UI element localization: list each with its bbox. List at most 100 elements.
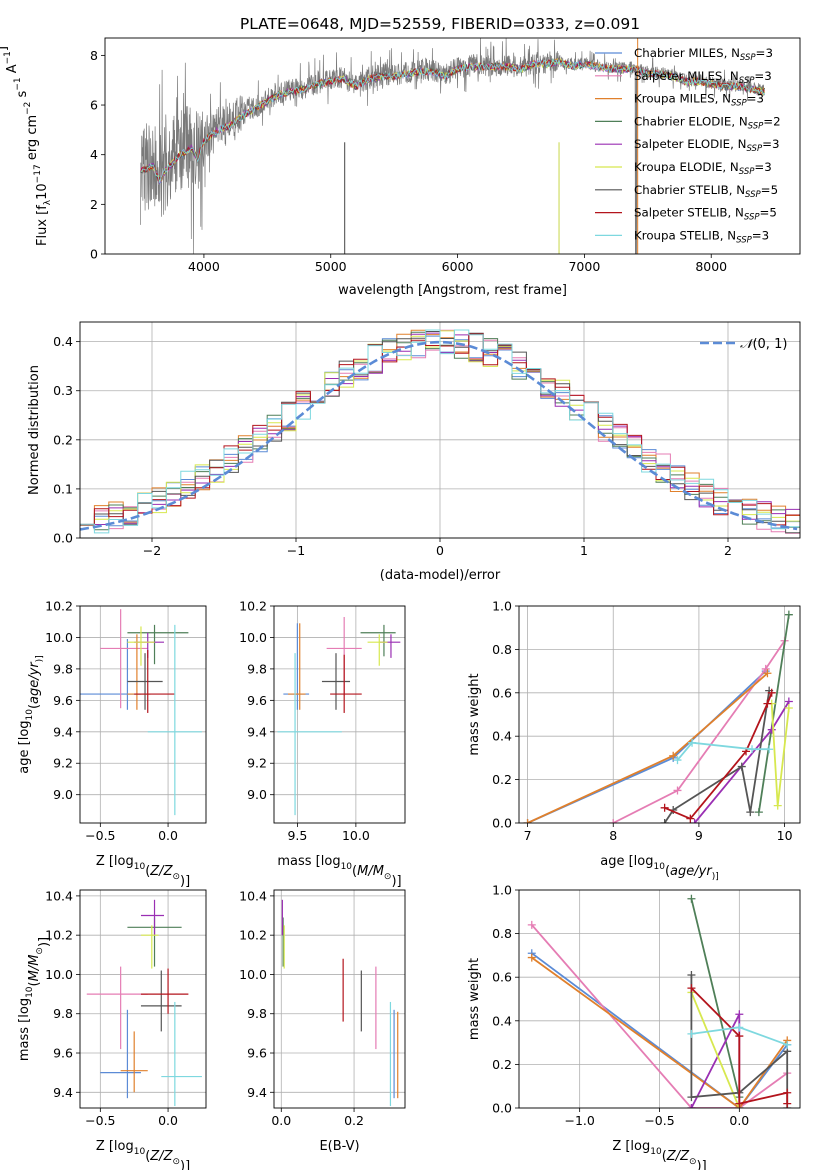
legend-n-sub: SSP (745, 190, 761, 200)
legend-n-prefix: , N (724, 46, 740, 60)
legend-n-eq: = (763, 114, 773, 128)
mass-weight-marker (784, 610, 793, 619)
legend-args: (0, 1) (752, 337, 787, 352)
y-tick-label: 1.0 (492, 599, 512, 614)
legend-n-prefix: , N (728, 206, 744, 220)
legend-n-eq: = (756, 46, 766, 60)
x-tick-label: −0.5 (644, 1113, 674, 1128)
y-tick-label: 0.0 (53, 531, 73, 546)
y-tick-label: 10.2 (239, 928, 267, 943)
mass-weight-marker (783, 1088, 792, 1097)
legend-n-sub: SSP (746, 144, 762, 154)
y-tick-label: 9.0 (53, 787, 73, 802)
mass-weight-marker (735, 1010, 744, 1019)
mass-weight-line (758, 614, 790, 813)
legend-model: Chabrier MILES (634, 46, 724, 60)
x-tick-label: 1 (580, 543, 588, 558)
mass-weight-marker (765, 745, 774, 754)
mass-weight-marker (735, 1099, 744, 1108)
mass-weight-marker (527, 920, 536, 929)
x-axis-label-part: Z [log (612, 1139, 650, 1154)
y-axis-label-part: mass [log (17, 998, 32, 1061)
legend-n-prefix: , N (720, 228, 736, 242)
mass-weight-marker (748, 745, 757, 754)
x-tick-label: 0.0 (729, 1113, 749, 1128)
x-tick-label: −1.0 (564, 1113, 594, 1128)
y-tick-label: 10.0 (239, 630, 267, 645)
panel-mass-Z: −0.5 0.09.49.69.810.010.210.4Z [log10(Z/Z… (17, 888, 207, 1170)
y-tick-label: 9.4 (53, 1085, 73, 1100)
x-axis-label: Z [log10(Z/Z⊙)] (612, 1139, 706, 1170)
y-tick-label: 10.2 (45, 599, 73, 614)
y-axis-label-part: ] (0, 46, 10, 51)
mass-weight-marker (673, 756, 682, 765)
x-axis-label-part: )] (391, 874, 401, 889)
mass-weight-marker (735, 1023, 744, 1032)
x-axis-label-part: ( (662, 1149, 667, 1164)
legend-n-value: 3 (765, 46, 773, 60)
weight-plot-area (523, 610, 793, 823)
mass-weight-marker (783, 1040, 792, 1049)
mass-weight-line (527, 672, 768, 823)
panel-spectrum: 4000 5000 6000 7000 8000 0 2 4 6 8 Chabrier MILES,… (0, 37, 801, 298)
y-tick-label: 9.8 (247, 1006, 267, 1021)
legend-n-value: 3 (772, 137, 780, 151)
mass-weight-marker (688, 738, 697, 747)
legend-label: Chabrier ELODIE, NSSP=2 (634, 114, 781, 131)
mass-weight-marker (687, 1093, 696, 1102)
x-axis-label-part: )] (712, 872, 719, 882)
legend-n-eq: = (752, 228, 762, 242)
x-tick-label: 0.0 (158, 828, 178, 843)
legend-model: Kroupa ELODIE (634, 160, 722, 174)
x-axis-label-part: )] (180, 874, 190, 889)
x-axis-label-part: )] (180, 1159, 190, 1170)
y-tick-label: 0.0 (492, 816, 512, 831)
axes-frame (79, 889, 207, 1109)
legend-model: Kroupa MILES (634, 92, 715, 106)
y-axis-label-part: age [log (17, 720, 32, 773)
y-axis-label-part: ( (27, 704, 42, 709)
axes-frame (518, 605, 801, 824)
y-tick-label: 0.8 (492, 926, 512, 941)
legend-n-eq: = (754, 160, 764, 174)
y-axis-label: mass weight (467, 673, 482, 755)
panel-residuals: −2 −1 0 1 2 0.0 0.1 0.2 0.3 0.4 𝒩(0, 1) (data-model… (27, 321, 801, 583)
x-tick-label: 6000 (442, 259, 474, 274)
mass-weight-marker (609, 819, 618, 823)
legend-label: Kroupa ELODIE, NSSP=3 (634, 160, 772, 177)
legend-n-value: 5 (771, 183, 779, 197)
axes-frame (79, 321, 801, 539)
y-axis-label: mass [log10(M/M⊙)] (17, 937, 52, 1061)
mass-weight-marker (673, 786, 682, 795)
mass-weight-marker (737, 762, 746, 771)
x-axis-label: age [log10(age/yr)] (600, 854, 718, 882)
x-axis-label-part: mass [log (277, 854, 340, 869)
legend-n-sub: SSP (731, 99, 747, 109)
legend-n-value: 3 (762, 228, 770, 242)
mass-weight-marker (527, 953, 536, 962)
x-tick-label: 9.5 (287, 828, 307, 843)
y-axis-label-part: Flux [f (35, 205, 50, 246)
x-axis-label-part: age/yr (670, 864, 713, 879)
legend-label: Chabrier MILES, NSSP=3 (634, 46, 773, 63)
residual-histogram-step (80, 329, 800, 534)
weight-plot-area (527, 894, 792, 1108)
legend-n-value: 3 (757, 92, 765, 106)
y-axis-label: age [log10(age/yr)] (17, 655, 45, 773)
x-tick-label: 0 (436, 543, 444, 558)
x-axis-label-part: age [log (600, 854, 653, 869)
y-tick-label: 9.6 (247, 693, 267, 708)
x-tick-label: 10.0 (342, 828, 370, 843)
mass-weight-marker (735, 1032, 744, 1041)
y-tick-label: 0.6 (492, 970, 512, 985)
y-axis-label-part: λ (43, 199, 53, 205)
y-axis-label-part: ( (27, 981, 42, 986)
y-tick-label: 9.2 (53, 756, 73, 771)
y-axis-label: Flux [fλ10−17 erg cm−2 s−1 A−1] (0, 46, 53, 246)
y-axis-label-part: 10 (25, 986, 35, 998)
x-axis-label-part: ( (145, 864, 150, 879)
y-axis-label-part: erg cm (25, 115, 40, 164)
x-axis-label: mass [log10(M/M⊙)] (277, 854, 401, 889)
axes-frame (273, 889, 406, 1109)
